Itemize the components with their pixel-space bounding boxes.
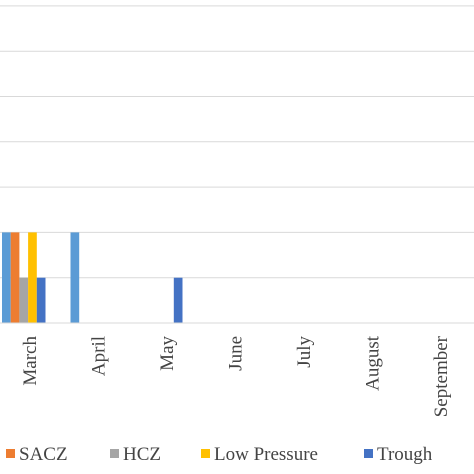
legend: SACZ HCZ Low Pressure Trough: [6, 444, 433, 465]
bars: [2, 232, 183, 323]
legend-label: HCZ: [123, 444, 161, 465]
bar-sacz: [10, 232, 20, 323]
x-tick-label: September: [431, 335, 452, 417]
bar-low-pressure: [28, 232, 37, 323]
legend-swatch: [364, 449, 373, 458]
x-tick-label: May: [157, 336, 178, 371]
legend-label: SACZ: [19, 444, 68, 465]
legend-swatch: [110, 449, 119, 458]
legend-label: Trough: [377, 444, 433, 465]
x-tick-label: April: [89, 336, 110, 376]
bar-trough: [36, 277, 46, 323]
x-tick-label: July: [294, 336, 315, 368]
x-tick-label: March: [20, 336, 41, 386]
legend-swatch: [201, 449, 210, 458]
bar-unlabeled: [2, 232, 11, 323]
bar-hcz: [19, 277, 29, 323]
bar-unlabeled: [70, 232, 80, 323]
x-tick-label: August: [363, 335, 384, 391]
legend-label: Low Pressure: [214, 444, 318, 465]
x-tick-labels: March April May June July August September: [20, 335, 452, 417]
legend-swatch: [6, 449, 15, 458]
x-tick-label: June: [226, 336, 247, 371]
bar-trough: [173, 277, 183, 323]
